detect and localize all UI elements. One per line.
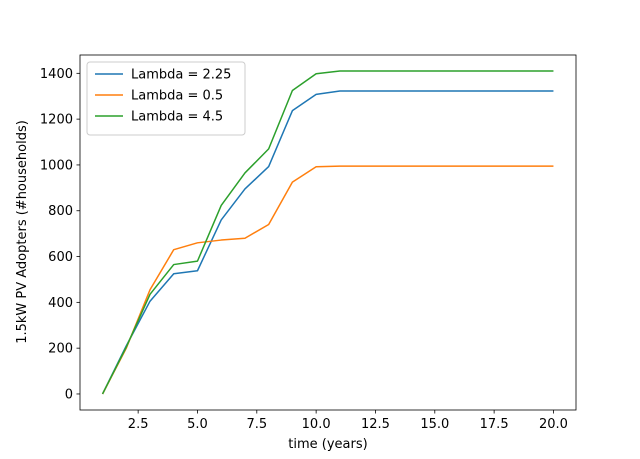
x-tick-label: 10.0 bbox=[302, 417, 331, 432]
axes-layer: 2.5 5.0 7.5 10.0 12.5 15.0 17.5 20.0 0 200 400 600 8… bbox=[40, 54, 577, 432]
series-line-1 bbox=[101, 90, 554, 395]
x-tick-label: 5.0 bbox=[187, 417, 208, 432]
x-tick-label: 15.0 bbox=[420, 417, 449, 432]
legend-label-1: Lambda = 2.25 bbox=[131, 68, 231, 83]
x-tick-label: 7.5 bbox=[246, 417, 267, 432]
series-line-3 bbox=[101, 70, 554, 395]
y-tick-label: 600 bbox=[48, 250, 73, 265]
y-tick-label: 0 bbox=[65, 387, 73, 402]
legend-box bbox=[86, 61, 246, 136]
x-tick-label: 20.0 bbox=[539, 417, 568, 432]
y-tick-label: 1200 bbox=[40, 113, 73, 128]
y-tick-label: 800 bbox=[48, 204, 73, 219]
x-tick-label: 17.5 bbox=[480, 417, 509, 432]
legend-label-3: Lambda = 4.5 bbox=[131, 110, 223, 125]
y-axis-label: 1.5kW PV Adopters (#households) bbox=[15, 120, 30, 344]
x-tick-label: 2.5 bbox=[128, 417, 149, 432]
y-tick-label: 1400 bbox=[40, 67, 73, 82]
y-tick-label: 1000 bbox=[40, 158, 73, 173]
y-tick-label: 200 bbox=[48, 342, 73, 357]
x-tick-label: 12.5 bbox=[361, 417, 390, 432]
series-line-2 bbox=[101, 165, 554, 395]
y-tick-label: 400 bbox=[48, 296, 73, 311]
legend: Lambda = 2.25 Lambda = 0.5 Lambda = 4.5 bbox=[86, 61, 246, 136]
plot-layer bbox=[101, 70, 554, 395]
plot-frame bbox=[79, 54, 577, 411]
legend-label-2: Lambda = 0.5 bbox=[131, 89, 223, 104]
x-axis-label: time (years) bbox=[288, 437, 367, 452]
